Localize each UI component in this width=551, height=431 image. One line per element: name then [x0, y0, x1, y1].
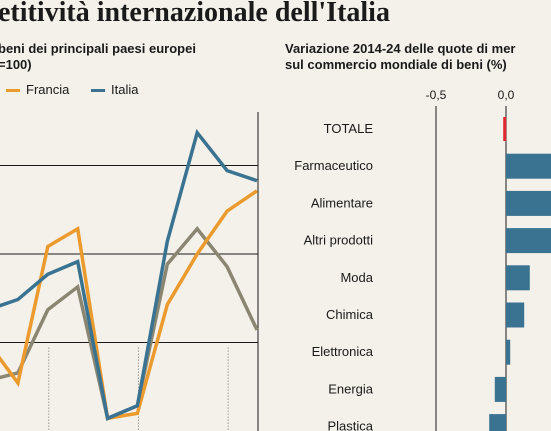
left-chart-subtitle: beni dei principali paesi europei =100) — [0, 41, 196, 73]
bar-energia — [494, 376, 506, 402]
category-label: Energia — [328, 381, 374, 396]
bar-chimica — [506, 302, 525, 328]
bar-alimentare — [506, 190, 551, 216]
left-subtitle-line-2: =100) — [0, 57, 32, 72]
line-series-italia — [0, 128, 258, 421]
category-label: Altri prodotti — [304, 233, 373, 248]
legend-swatch-italia — [91, 89, 105, 93]
right-subtitle-line-1: Variazione 2014-24 delle quote di mer — [285, 41, 516, 56]
legend-item-francia: Francia — [6, 82, 69, 97]
category-label: Moda — [340, 270, 373, 285]
legend-label-francia: Francia — [26, 82, 70, 97]
category-label: Plastica — [327, 419, 373, 431]
bar-totale — [503, 117, 507, 141]
category-label: Elettronica — [312, 344, 374, 359]
right-chart-subtitle: Variazione 2014-24 delle quote di mer su… — [285, 41, 515, 73]
right-subtitle-line-2: sul commercio mondiale di beni (%) — [285, 57, 507, 72]
bar-elettronica — [506, 339, 511, 365]
legend-item-italia: Italia — [91, 82, 138, 97]
category-label: Chimica — [326, 307, 374, 322]
bar-farmaceutico — [506, 153, 551, 179]
category-label: TOTALE — [324, 121, 374, 136]
left-subtitle-line-1: beni dei principali paesi europei — [0, 41, 196, 56]
x-tick-label: -0,5 — [426, 88, 447, 102]
legend-label-italia: Italia — [111, 82, 139, 97]
category-label: Farmaceutico — [294, 158, 373, 173]
x-tick-label: 0,0 — [498, 88, 515, 102]
bar-altri-prodotti — [506, 228, 551, 254]
headline: etitività internazionale dell'Italia — [0, 0, 390, 28]
bar-plastica — [489, 414, 506, 431]
line-series-francia — [0, 189, 258, 421]
legend-swatch-francia — [6, 89, 20, 93]
category-label: Alimentare — [311, 195, 373, 210]
bar-moda — [506, 265, 530, 291]
